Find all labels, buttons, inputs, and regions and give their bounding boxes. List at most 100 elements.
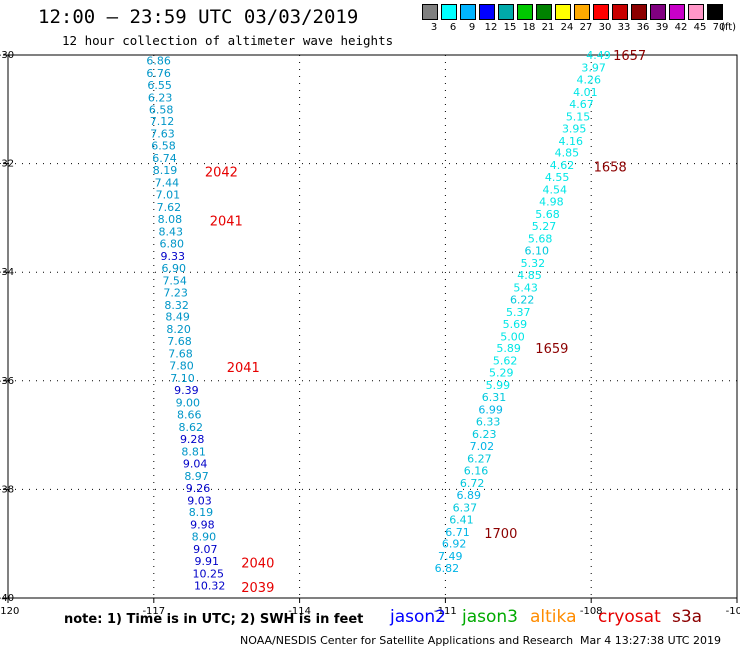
map-frame (7, 54, 738, 599)
wave-height-value: 9.03 (187, 494, 212, 507)
wave-height-value: 5.99 (486, 379, 511, 392)
wave-height-value: 6.10 (525, 244, 550, 257)
wave-height-value: 6.71 (445, 526, 470, 539)
wave-height-value: 6.58 (151, 140, 176, 153)
x-tick-label: -105 (726, 606, 740, 617)
legend-label: 45 (693, 22, 707, 33)
legend-swatch (498, 4, 514, 20)
wave-height-value: 9.39 (174, 384, 199, 397)
legend-swatch (650, 4, 666, 20)
wave-height-value: 5.00 (500, 330, 525, 343)
wave-height-value: 7.01 (156, 189, 181, 202)
satellite-label-altika: altika (530, 607, 577, 627)
wave-height-value: 9.00 (176, 397, 201, 410)
wave-height-value: 6.31 (482, 391, 507, 404)
pass-time-label: 2041 (210, 215, 243, 230)
wave-height-value: 7.12 (150, 115, 175, 128)
footer-note: note: 1) Time is in UTC; 2) SWH is in fe… (64, 612, 364, 627)
pass-time-label: 1657 (613, 49, 646, 64)
wave-height-value: 8.32 (164, 299, 189, 312)
legend-label: 18 (522, 22, 536, 33)
wave-height-value: 7.10 (170, 372, 195, 385)
pass-time-label: 1658 (594, 160, 627, 175)
wave-height-value: 5.68 (528, 233, 553, 246)
wave-height-value: 4.62 (550, 159, 575, 172)
legend-swatch (422, 4, 438, 20)
wave-height-value: 6.27 (467, 452, 492, 465)
wave-height-value: 4.98 (539, 196, 564, 209)
wave-height-value: 6.23 (472, 428, 497, 441)
y-tick-label: -40 (0, 593, 14, 604)
wave-height-value: 4.26 (577, 73, 602, 86)
wave-height-value: 7.63 (150, 128, 175, 141)
legend-swatch (707, 4, 723, 20)
wave-height-value: 8.20 (166, 323, 191, 336)
y-tick-label: -36 (0, 376, 14, 387)
legend-swatch (460, 4, 476, 20)
pass-time-label: 2042 (205, 166, 238, 181)
legend-label: 21 (541, 22, 555, 33)
wave-height-value: 6.86 (146, 54, 171, 67)
wave-height-value: 6.37 (453, 501, 478, 514)
credit-line: NOAA/NESDIS Center for Satellite Applica… (240, 634, 574, 647)
wave-height-value: 4.49 (586, 49, 611, 62)
legend-swatch (669, 4, 685, 20)
legend-label: 42 (674, 22, 688, 33)
satellite-label-jason3: jason3 (462, 607, 518, 627)
wave-height-value: 9.28 (180, 433, 205, 446)
legend-swatch (593, 4, 609, 20)
wave-height-value: 6.74 (152, 152, 177, 165)
legend-label: 30 (598, 22, 612, 33)
y-tick-label: -32 (0, 159, 14, 170)
x-tick-label: -111 (434, 606, 457, 617)
wave-height-value: 7.80 (169, 360, 194, 373)
legend-label: 3 (430, 22, 438, 33)
wave-height-value: 4.01 (573, 86, 598, 99)
legend-label: 33 (617, 22, 631, 33)
satellite-label-cryosat: cryosat (598, 607, 661, 627)
wave-height-value: 9.91 (195, 555, 220, 568)
wave-height-value: 5.27 (532, 220, 557, 233)
legend-label: 24 (560, 22, 574, 33)
wave-height-value: 9.33 (161, 250, 186, 263)
legend-swatch (517, 4, 533, 20)
wave-height-value: 9.04 (183, 457, 208, 470)
wave-height-value: 7.44 (155, 177, 180, 190)
wave-height-value: 8.62 (178, 421, 203, 434)
legend-swatch (631, 4, 647, 20)
wave-height-value: 5.89 (496, 342, 521, 355)
wave-height-value: 4.55 (545, 171, 570, 184)
wave-height-value: 6.41 (449, 513, 474, 526)
legend-swatch (441, 4, 457, 20)
legend-label: 27 (579, 22, 593, 33)
page-subtitle: 12 hour collection of altimeter wave hei… (62, 33, 394, 48)
wave-height-value: 6.55 (147, 79, 172, 92)
wave-height-value: 6.23 (148, 91, 173, 104)
generation-timestamp: Mar 4 13:27:38 UTC 2019 (580, 634, 721, 647)
wave-height-value: 4.85 (555, 147, 580, 160)
legend-swatch (688, 4, 704, 20)
wave-height-value: 8.08 (158, 213, 183, 226)
wave-height-value: 6.80 (160, 237, 185, 250)
wave-height-value: 7.02 (470, 440, 495, 453)
wave-height-value: 4.85 (517, 269, 542, 282)
wave-height-value: 5.43 (513, 281, 538, 294)
wave-height-value: 7.62 (157, 201, 182, 214)
wave-height-value: 9.26 (186, 482, 211, 495)
wave-height-value: 7.23 (163, 286, 188, 299)
y-tick-label: -38 (0, 484, 14, 495)
page-title: 12:00 – 23:59 UTC 03/03/2019 (38, 6, 359, 28)
wave-height-value: 7.68 (167, 335, 192, 348)
wave-height-value: 6.90 (161, 262, 186, 275)
x-tick-label: -108 (580, 606, 603, 617)
y-tick-label: -34 (0, 267, 14, 278)
legend-label: 12 (484, 22, 498, 33)
legend-swatch (479, 4, 495, 20)
wave-height-value: 7.49 (438, 550, 463, 563)
wave-height-value: 3.95 (562, 122, 587, 135)
wave-height-value: 6.22 (510, 293, 535, 306)
legend-label: 6 (449, 22, 457, 33)
wave-height-value: 6.92 (442, 538, 467, 551)
wave-height-value: 6.58 (149, 103, 174, 116)
wave-height-value: 8.19 (153, 164, 178, 177)
